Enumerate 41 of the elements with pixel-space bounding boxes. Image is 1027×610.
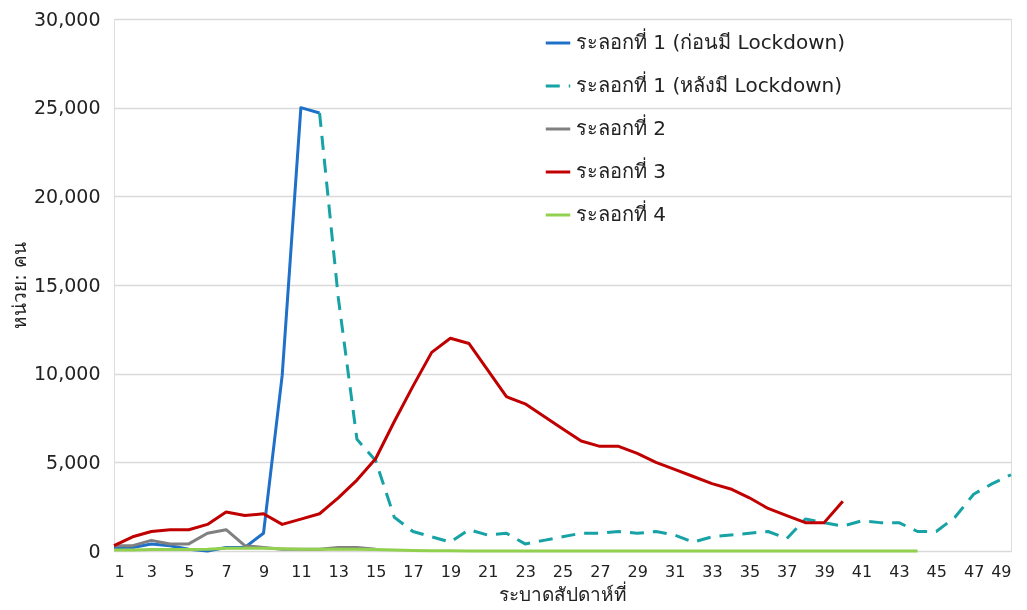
y-tick-label: 30,000 [34, 7, 101, 30]
y-tick-label: 15,000 [34, 273, 101, 296]
x-tick-label: 31 [664, 561, 686, 581]
y-axis-title: หน่วย: คน [8, 242, 31, 329]
line-series [112, 336, 845, 548]
x-tick-label: 43 [889, 561, 910, 581]
x-tick-label: 33 [702, 561, 723, 581]
x-tick-label: 47 [963, 561, 985, 581]
x-tick-label: 35 [739, 561, 761, 581]
x-tick-label: 13 [328, 561, 349, 581]
x-tick-label: 49 [991, 561, 1012, 581]
y-tick-label: 20,000 [34, 184, 101, 207]
x-tick-label: 5 [184, 561, 195, 581]
x-tick-label: 21 [478, 561, 499, 581]
x-tick-label: 41 [851, 561, 873, 581]
legend-label: ระลอกที่ 4 [576, 200, 667, 226]
x-tick-label: 37 [777, 561, 798, 581]
x-tick-label: 3 [146, 561, 157, 581]
x-tick-label: 15 [365, 561, 387, 581]
x-tick-label: 29 [627, 561, 648, 581]
y-tick-label: 25,000 [34, 96, 101, 119]
x-tick-label: 1 [114, 561, 125, 581]
x-tick-label: 45 [926, 561, 947, 581]
x-tick-label: 11 [291, 561, 312, 581]
legend-label: ระลอกที่ 1 (ก่อนมี Lockdown) [576, 28, 845, 54]
legend-label: ระลอกที่ 2 [576, 114, 667, 140]
x-axis-title: ระบาดสัปดาห์ที่ [499, 580, 627, 605]
y-tick-label: 5,000 [46, 450, 101, 473]
y-tick-label: 10,000 [34, 362, 101, 385]
line-series [318, 111, 1013, 546]
x-tick-label: 19 [440, 561, 462, 581]
x-tick-label: 7 [221, 561, 232, 581]
x-tick-label: 17 [403, 561, 424, 581]
legend-label: ระลอกที่ 1 (หลังมี Lockdown) [576, 71, 842, 97]
x-tick-label: 9 [258, 561, 270, 581]
x-tick-label: 25 [552, 561, 574, 581]
legend-label: ระลอกที่ 3 [576, 157, 667, 183]
x-tick-label: 27 [590, 561, 611, 581]
x-tick-label: 39 [814, 561, 835, 581]
x-tick-label: 23 [515, 561, 536, 581]
y-tick-label: 0 [88, 539, 101, 562]
